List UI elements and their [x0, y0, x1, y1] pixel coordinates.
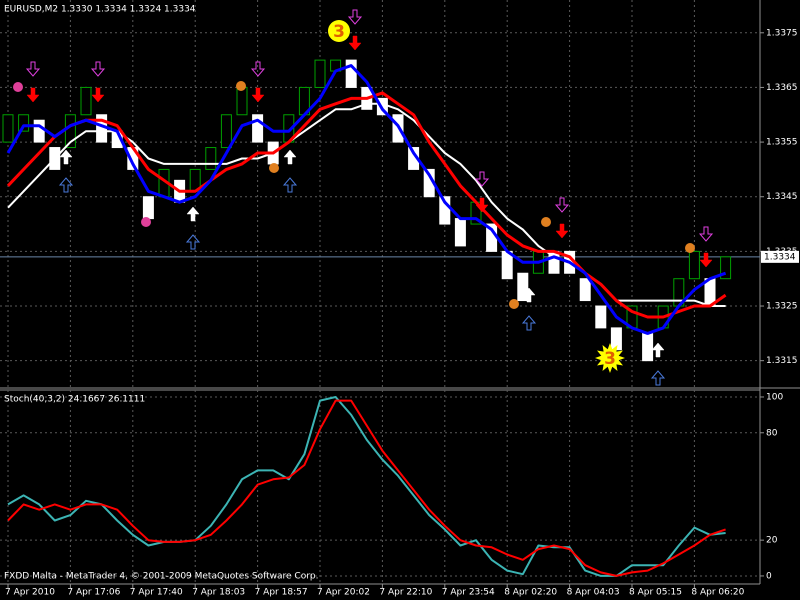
y-tick-label: 80 — [766, 428, 778, 438]
y-tick-label: 1.3365 — [766, 83, 798, 93]
x-tick-label: 7 Apr 2010 — [5, 588, 55, 598]
sell-arrow — [348, 35, 362, 51]
buy-arrow — [521, 315, 537, 331]
y-tick-label: 1.3325 — [766, 302, 798, 312]
candle-body — [720, 256, 732, 280]
current-price-label: 1.3334 — [764, 252, 796, 262]
signal-number: 3 — [333, 22, 345, 42]
candle-body — [595, 305, 607, 329]
candle-body — [642, 332, 654, 362]
signal-number: 3 — [604, 349, 616, 369]
y-tick-label: 20 — [766, 536, 778, 546]
y-tick-label: 1.3345 — [766, 192, 798, 202]
signal-dot — [541, 217, 551, 227]
candle-body — [2, 114, 14, 143]
marks — [2, 59, 732, 577]
x-tick-label: 8 Apr 06:20 — [691, 588, 744, 598]
indicator-line — [6, 91, 727, 319]
buy-arrow — [282, 177, 298, 193]
x-tick-label: 7 Apr 22:10 — [379, 588, 432, 598]
current-price-box — [761, 250, 799, 263]
y-tick-label: 0 — [766, 571, 772, 581]
signal-dot — [13, 82, 23, 92]
sell-arrow — [250, 61, 266, 77]
buy-arrow — [58, 177, 74, 193]
buy-arrow — [650, 370, 666, 386]
x-tick-label: 8 Apr 05:15 — [629, 588, 682, 598]
candle-body — [252, 114, 264, 143]
buy-arrow — [522, 287, 536, 303]
sell-arrow — [474, 171, 490, 187]
candle-body — [236, 86, 248, 116]
buy-arrow — [651, 342, 665, 358]
x-tick-label: 7 Apr 18:57 — [255, 588, 308, 598]
sell-arrow — [698, 226, 714, 242]
sell-arrow — [554, 197, 570, 213]
x-tick-label: 7 Apr 17:40 — [130, 588, 183, 598]
sell-arrow — [251, 87, 265, 103]
buy-arrow — [59, 149, 73, 165]
candle-body — [345, 59, 357, 88]
signal-dot — [141, 217, 151, 227]
indicator-line — [6, 64, 727, 335]
signals: 33 — [13, 9, 714, 386]
x-tick-label: 8 Apr 04:03 — [567, 588, 620, 598]
candle-body — [18, 114, 30, 132]
sell-arrow — [91, 87, 105, 103]
footer: FXDD Malta - MetaTrader 4, © 2001-2009 M… — [4, 572, 319, 582]
candle-body — [454, 218, 466, 247]
x-tick-label: 7 Apr 17:06 — [67, 588, 120, 598]
indicator-line — [7, 399, 726, 577]
candle-body — [579, 278, 591, 302]
sell-arrow — [25, 61, 41, 77]
candle-body — [205, 147, 217, 170]
signal-dot — [236, 81, 246, 91]
sell-arrow — [90, 61, 106, 77]
candle-body — [64, 114, 76, 149]
buy-arrow — [185, 234, 201, 250]
sell-arrow — [26, 87, 40, 103]
buy-arrow — [283, 149, 297, 165]
y-tick-label: 1.3375 — [766, 28, 798, 38]
y-tick-label: 1.3355 — [766, 138, 798, 148]
candle-body — [33, 119, 45, 143]
x-tick-label: 7 Apr 18:03 — [192, 588, 245, 598]
candle-body — [142, 196, 154, 220]
candle-body — [80, 86, 92, 116]
candle-body — [688, 250, 700, 280]
signal-dot — [269, 163, 279, 173]
y-tick-label: 100 — [766, 392, 783, 402]
sell-arrow — [347, 9, 363, 25]
signal-badge — [328, 20, 350, 42]
grid — [0, 0, 764, 588]
indicator-line — [7, 396, 726, 577]
sell-arrow — [699, 252, 713, 268]
candle-body — [439, 196, 451, 225]
signal-dot — [685, 243, 695, 253]
y-tick-label: 1.3315 — [766, 356, 798, 366]
signal-badge — [595, 343, 625, 373]
candle-body — [314, 59, 326, 88]
sell-arrow — [475, 197, 489, 213]
indicator-title: Stoch(40,3,2) 24.1667 26.1111 — [4, 395, 145, 405]
chart-title: EURUSD,M2 1.3330 1.3334 1.3324 1.3334 — [4, 5, 196, 15]
x-tick-label: 8 Apr 02:20 — [504, 588, 557, 598]
sell-arrow — [555, 223, 569, 239]
x-tick-label: 7 Apr 23:54 — [442, 588, 495, 598]
buy-arrow — [186, 206, 200, 222]
candle-body — [220, 114, 232, 149]
signal-dot — [509, 299, 519, 309]
x-tick-label: 7 Apr 20:02 — [317, 588, 370, 598]
candle-body — [517, 272, 529, 302]
